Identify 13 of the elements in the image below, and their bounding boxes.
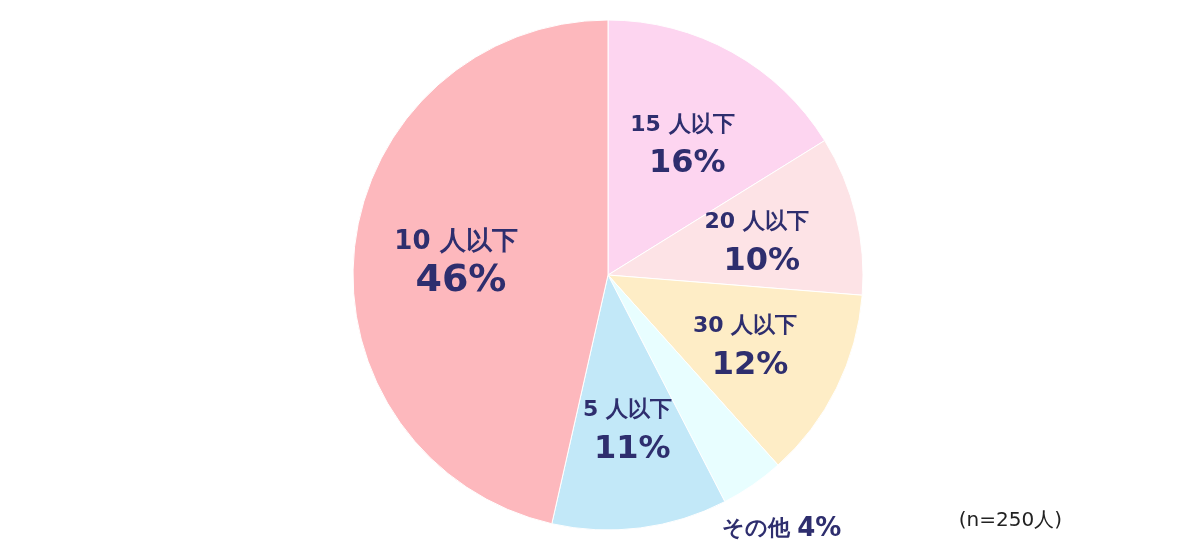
slice-label: 20 人以下 [704,208,809,234]
slice-label: 5 人以下 [582,396,672,422]
data-label: 11% [594,427,671,466]
slice-label: 15 人以下 [630,110,735,136]
data-label: 4% [797,512,842,543]
data-label: 10% [723,239,800,278]
data-label: 46% [415,256,507,301]
slice-label: 10 人以下 [394,225,518,256]
slice-label: 30 人以下 [692,312,798,338]
slice-label: その他 [721,514,798,540]
data-label: 12% [711,343,789,382]
data-label: 16% [649,142,726,181]
text: (n=250人) [958,506,1062,533]
